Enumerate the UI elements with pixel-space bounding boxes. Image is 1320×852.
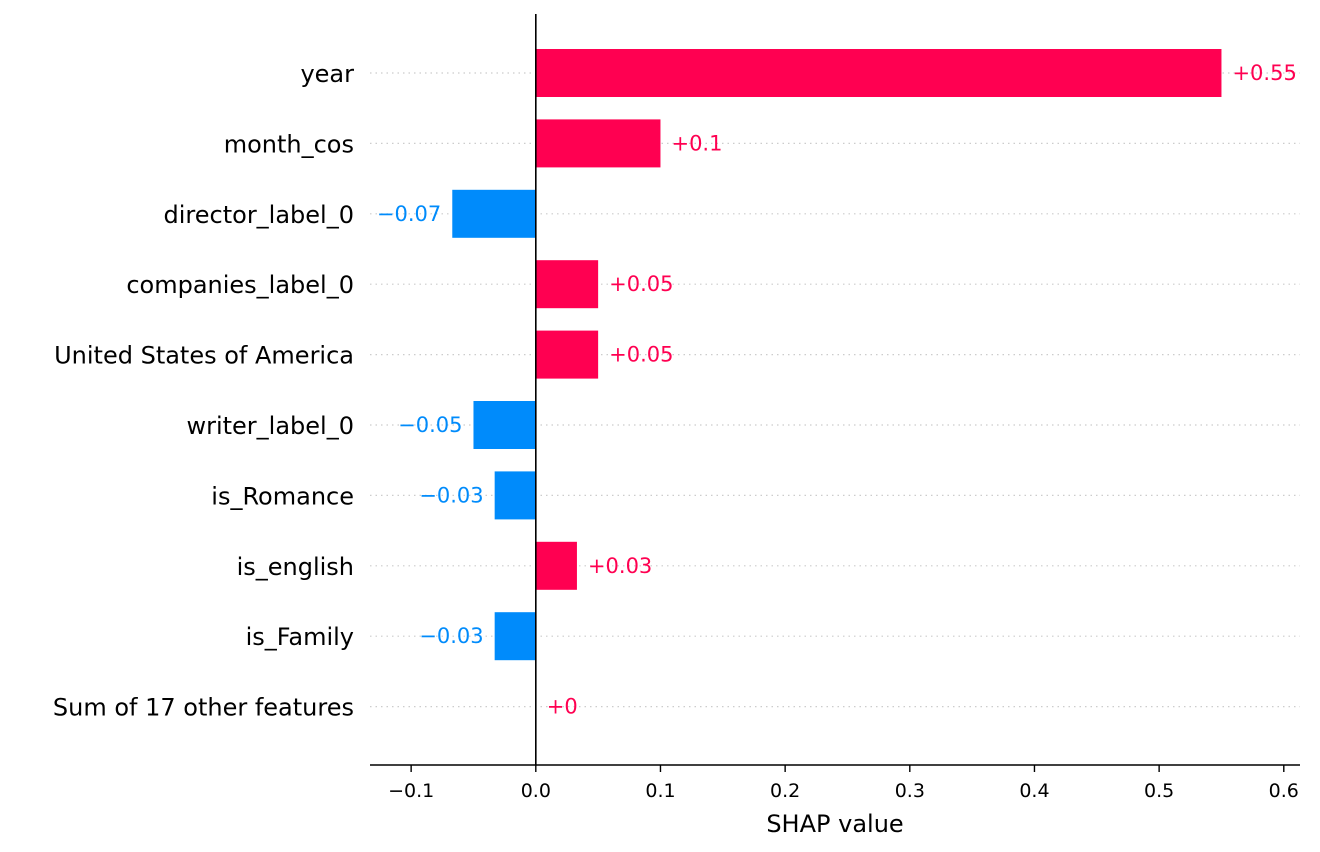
x-ticks: −0.1 0.0 0.1 0.2 0.3 0.4 0.5 0.6 (388, 765, 1299, 802)
value-label: +0.1 (671, 131, 722, 155)
x-axis-title: SHAP value (766, 810, 903, 838)
bar (452, 189, 536, 238)
value-labels: +0.55 +0.1 −0.07 +0.05 +0.05 −0.05 −0.03 +0.03 −… (377, 61, 1297, 719)
bar (535, 330, 599, 379)
x-tick-label: −0.1 (388, 780, 434, 802)
feature-label: director_label_0 (164, 201, 354, 229)
x-tick-label: 0.0 (521, 780, 551, 802)
value-label: +0.55 (1232, 61, 1296, 85)
value-label: −0.03 (419, 624, 483, 648)
x-tick-label: 0.6 (1269, 780, 1299, 802)
bar (535, 260, 599, 309)
x-tick-label: 0.3 (895, 780, 925, 802)
bar (494, 471, 536, 520)
feature-label: United States of America (54, 342, 354, 370)
feature-label: month_cos (224, 130, 354, 158)
feature-label: writer_label_0 (186, 412, 354, 440)
feature-label: is_Romance (211, 482, 354, 510)
value-label: −0.05 (398, 413, 462, 437)
x-tick-label: 0.2 (770, 780, 800, 802)
axes (370, 14, 1300, 766)
value-label: +0 (547, 695, 578, 719)
feature-label: year (300, 60, 354, 88)
bar (535, 119, 661, 168)
feature-label: is_Family (246, 623, 354, 651)
value-label: +0.03 (588, 554, 652, 578)
feature-label: is_english (237, 553, 354, 581)
bar (473, 401, 536, 449)
x-tick-label: 0.5 (1144, 780, 1174, 802)
feature-label: companies_label_0 (126, 271, 354, 299)
feature-labels: year month_cos director_label_0 companies_l… (53, 60, 354, 722)
x-tick-label: 0.1 (645, 780, 675, 802)
value-label: −0.07 (377, 202, 441, 226)
row-guides (370, 72, 1300, 708)
value-label: +0.05 (609, 272, 673, 296)
bar (535, 541, 577, 590)
bar (535, 49, 1222, 97)
feature-label: Sum of 17 other features (53, 694, 354, 722)
bars (452, 49, 1222, 661)
value-label: −0.03 (419, 483, 483, 507)
x-tick-label: 0.4 (1019, 780, 1049, 802)
bar (494, 612, 536, 661)
value-label: +0.05 (609, 343, 673, 367)
